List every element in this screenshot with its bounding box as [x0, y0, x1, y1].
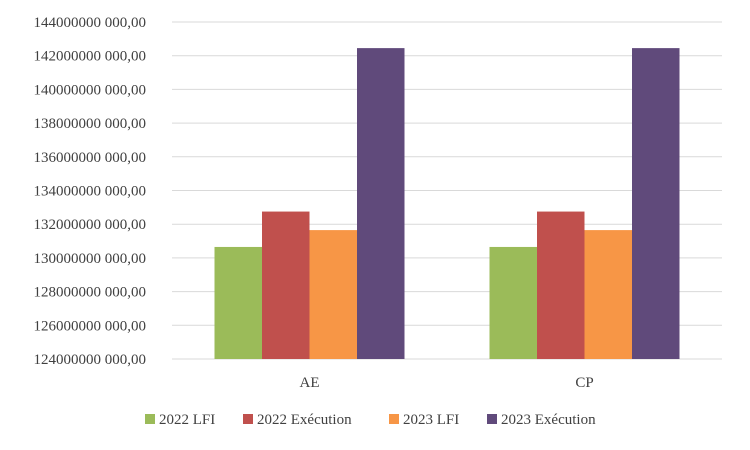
legend-swatch [487, 414, 497, 424]
y-tick-label: 138000000 000,00 [34, 116, 147, 132]
legend: 2022 LFI 2022 Exécution 2023 LFI 2023 Exécu… [145, 412, 596, 428]
x-tick-label: CP [575, 375, 593, 391]
y-tick-label: 126000000 000,00 [34, 318, 147, 334]
y-tick-label: 136000000 000,00 [34, 150, 147, 166]
bar [489, 246, 537, 359]
y-tick-label: 142000000 000,00 [34, 49, 147, 65]
y-tick-label: 132000000 000,00 [34, 217, 147, 233]
y-tick-label: 134000000 000,00 [34, 184, 147, 200]
legend-swatch [389, 414, 399, 424]
bar [214, 246, 262, 359]
legend-label: 2023 Exécution [501, 412, 596, 428]
legend-swatch [243, 414, 253, 424]
bar [584, 230, 632, 359]
bars [214, 48, 680, 360]
bar [309, 230, 357, 359]
x-axis: AE CP [300, 375, 594, 391]
y-tick-label: 140000000 000,00 [34, 82, 147, 98]
bar [632, 48, 680, 360]
legend-label: 2022 Exécution [257, 412, 352, 428]
x-tick-label: AE [300, 375, 320, 391]
legend-label: 2022 LFI [159, 412, 215, 428]
y-tick-label: 124000000 000,00 [34, 352, 147, 368]
y-tick-label: 128000000 000,00 [34, 285, 147, 301]
y-tick-label: 130000000 000,00 [34, 251, 147, 267]
bar [357, 48, 405, 360]
bar [537, 211, 585, 359]
y-tick-label: 144000000 000,00 [34, 15, 147, 31]
bar [262, 211, 310, 359]
y-axis: 124000000 000,00 126000000 000,00 12800000… [34, 15, 147, 368]
legend-swatch [145, 414, 155, 424]
legend-label: 2023 LFI [403, 412, 459, 428]
